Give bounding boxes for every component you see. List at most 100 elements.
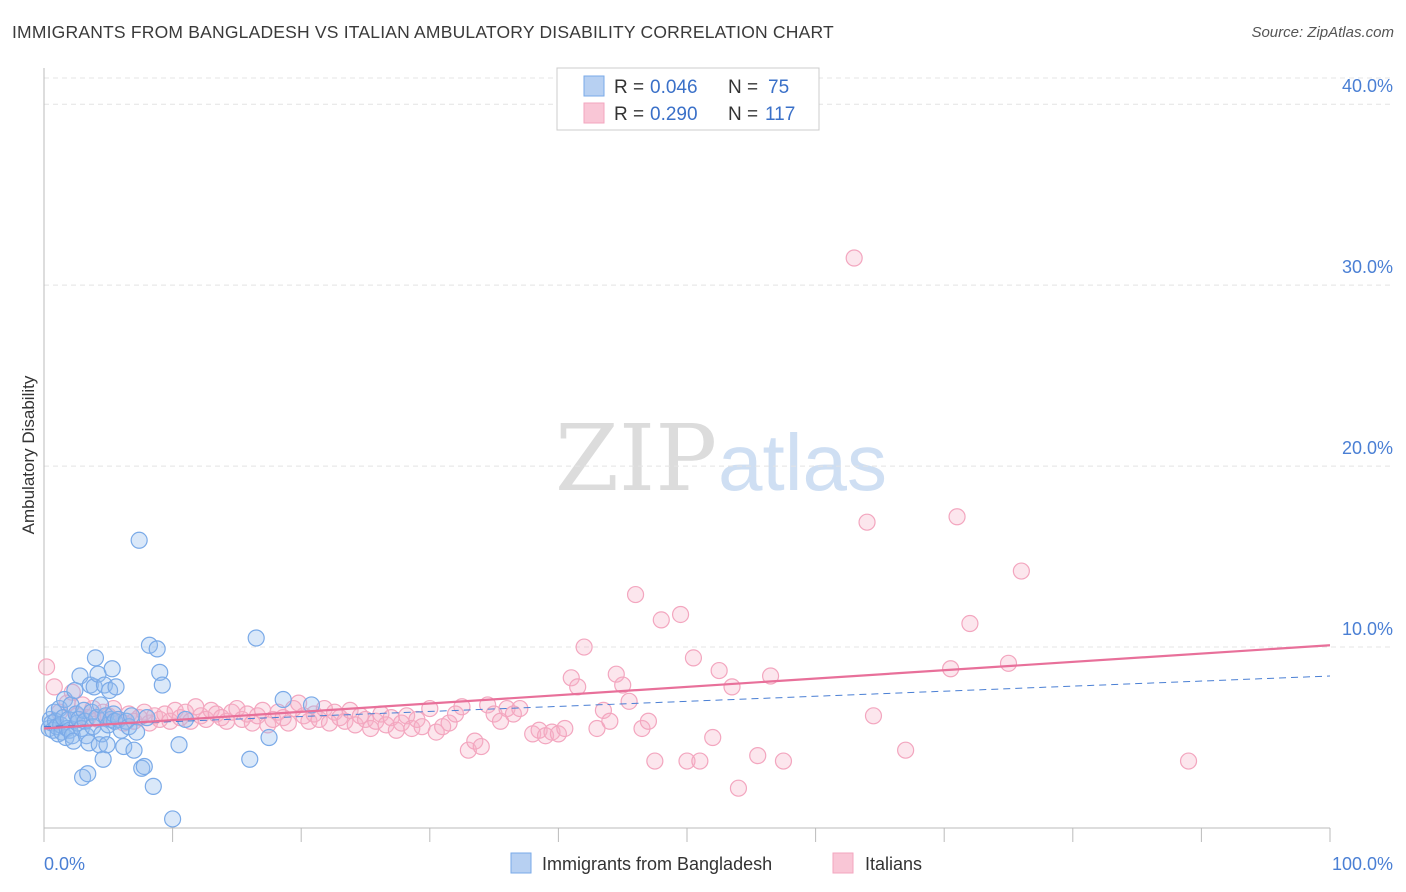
point-italians bbox=[671, 605, 690, 624]
point-italians bbox=[37, 658, 56, 676]
point-bangladesh bbox=[127, 723, 146, 741]
point-italians bbox=[543, 723, 561, 741]
y-tick-label: 10.0% bbox=[1342, 619, 1393, 639]
point-bangladesh bbox=[125, 741, 143, 759]
point-italians bbox=[961, 614, 979, 633]
point-italians bbox=[710, 661, 728, 680]
y-tick-label: 30.0% bbox=[1342, 257, 1393, 277]
point-bangladesh bbox=[115, 737, 133, 756]
point-bangladesh bbox=[260, 728, 278, 747]
point-italians bbox=[948, 508, 966, 526]
point-italians bbox=[864, 707, 883, 725]
point-italians bbox=[678, 752, 696, 770]
point-italians bbox=[774, 752, 793, 770]
point-italians bbox=[729, 779, 748, 797]
point-italians bbox=[999, 654, 1018, 672]
point-bangladesh bbox=[86, 649, 105, 667]
legend-n-label-2: N = bbox=[728, 104, 758, 125]
point-italians bbox=[569, 678, 587, 696]
point-bangladesh bbox=[302, 696, 321, 714]
point-bangladesh bbox=[135, 757, 153, 776]
point-italians bbox=[761, 667, 780, 685]
bottom-legend-swatch-bangladesh bbox=[510, 852, 532, 874]
point-italians bbox=[626, 585, 645, 604]
point-italians bbox=[1012, 562, 1030, 580]
point-italians bbox=[440, 714, 458, 732]
trend-line-bangladesh bbox=[43, 675, 1331, 728]
x-tick-label: 0.0% bbox=[44, 854, 85, 874]
point-italians bbox=[723, 678, 741, 696]
stats-legend: R = 0.046 N = 75 R = 0.290 N = 117 bbox=[556, 67, 820, 131]
point-italians bbox=[575, 638, 593, 656]
point-italians bbox=[646, 752, 664, 770]
point-italians bbox=[607, 665, 625, 683]
point-italians bbox=[588, 719, 606, 738]
legend-r-value-bangladesh: 0.046 bbox=[650, 77, 698, 98]
data-points bbox=[37, 249, 1198, 828]
point-italians bbox=[749, 747, 767, 765]
point-bangladesh bbox=[151, 663, 169, 681]
point-bangladesh bbox=[148, 640, 166, 658]
point-italians bbox=[684, 649, 703, 667]
legend-n-value-bangladesh: 75 bbox=[768, 77, 789, 98]
point-bangladesh bbox=[66, 681, 84, 700]
trend-lines bbox=[43, 644, 1331, 730]
point-italians bbox=[594, 701, 613, 719]
point-italians bbox=[858, 513, 876, 531]
point-bangladesh bbox=[94, 750, 112, 768]
point-bangladesh bbox=[93, 725, 111, 743]
point-italians bbox=[620, 692, 638, 710]
point-bangladesh bbox=[98, 736, 116, 754]
series-legend: Immigrants from Bangladesh Italians bbox=[510, 852, 922, 874]
watermark-atlas: atlas bbox=[718, 418, 887, 507]
point-bangladesh bbox=[247, 629, 265, 647]
point-italians bbox=[845, 249, 863, 267]
y-axis-label: Ambulatory Disability bbox=[19, 375, 38, 534]
point-bangladesh bbox=[241, 750, 259, 768]
point-bangladesh bbox=[107, 678, 125, 696]
point-italians bbox=[691, 752, 709, 770]
point-italians bbox=[562, 669, 580, 687]
point-italians bbox=[446, 705, 465, 723]
bottom-legend-label-bangladesh: Immigrants from Bangladesh bbox=[542, 854, 772, 874]
legend-swatch-bangladesh bbox=[583, 75, 605, 97]
point-italians bbox=[485, 705, 503, 723]
bottom-legend-swatch-italians bbox=[832, 852, 854, 874]
point-bangladesh bbox=[153, 676, 171, 694]
chart-title: IMMIGRANTS FROM BANGLADESH VS ITALIAN AM… bbox=[12, 22, 834, 42]
grid-lines bbox=[44, 77, 1390, 648]
y-tick-label: 40.0% bbox=[1342, 76, 1393, 96]
trend-line-italians bbox=[43, 644, 1331, 730]
point-italians bbox=[601, 712, 619, 730]
legend-r-value-italians: 0.290 bbox=[650, 104, 698, 125]
point-bangladesh bbox=[79, 765, 97, 783]
point-italians bbox=[614, 676, 632, 694]
point-italians bbox=[459, 741, 477, 759]
point-italians bbox=[45, 678, 63, 696]
bottom-legend-label-italians: Italians bbox=[865, 854, 922, 874]
point-bangladesh bbox=[164, 810, 182, 828]
point-italians bbox=[556, 719, 574, 738]
point-bangladesh bbox=[91, 696, 110, 714]
point-bangladesh bbox=[103, 660, 121, 678]
point-bangladesh bbox=[130, 531, 148, 549]
legend-n-label-1: N = bbox=[728, 77, 758, 98]
point-bangladesh bbox=[133, 759, 151, 777]
point-italians bbox=[652, 611, 670, 629]
point-bangladesh bbox=[274, 690, 292, 709]
legend-r-label-2: R = bbox=[614, 104, 644, 125]
y-tick-label: 20.0% bbox=[1342, 438, 1393, 458]
point-italians bbox=[639, 712, 658, 730]
point-italians bbox=[633, 719, 651, 738]
point-italians bbox=[704, 728, 722, 747]
point-bangladesh bbox=[144, 777, 162, 795]
watermark-zip: ZIP bbox=[555, 405, 717, 512]
tick-labels: 10.0% 20.0% 30.0% 40.0% 0.0% 100.0% bbox=[43, 76, 1393, 874]
legend-swatch-italians bbox=[583, 102, 605, 124]
point-italians bbox=[897, 741, 915, 759]
point-bangladesh bbox=[170, 736, 188, 754]
x-tick-label: 100.0% bbox=[1332, 854, 1393, 874]
legend-n-value-italians: 117 bbox=[765, 104, 795, 125]
point-italians bbox=[1179, 752, 1198, 770]
